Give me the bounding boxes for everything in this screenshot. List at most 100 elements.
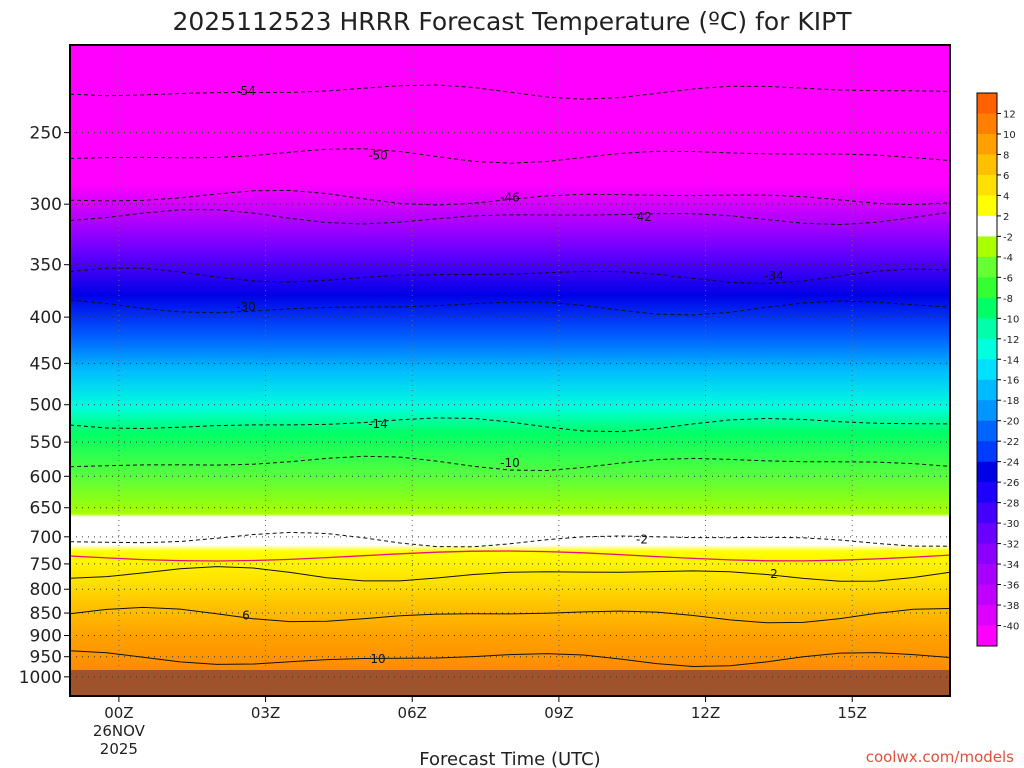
colorbar-label: -16: [1003, 376, 1019, 387]
contour-line: [69, 209, 951, 226]
colorbar-swatch: [977, 482, 997, 504]
colorbar-label: -14: [1003, 355, 1019, 366]
colorbar-label: -18: [1003, 396, 1019, 407]
x-tick-label: 15Z: [838, 704, 867, 722]
contour-label: -42: [632, 210, 652, 224]
y-tick-label: 700: [30, 528, 62, 548]
colorbar-label: -34: [1003, 560, 1019, 571]
colorbar-swatch: [977, 400, 997, 422]
ground-below-surface: [70, 670, 950, 696]
x-tick-sublabel: 2025: [100, 740, 138, 758]
y-axis: 2503003504004505005506006507007508008509…: [19, 124, 70, 688]
contour-lines: -54 -50 -46 -42 -34 -30 -14 -10 -2 2 6 10: [69, 84, 951, 668]
colorbar-label: -4: [1003, 253, 1013, 264]
contour-line: [69, 417, 951, 433]
contour-line: [69, 267, 951, 285]
colorbar-swatch: [977, 174, 997, 196]
contour-label: -50: [368, 148, 388, 162]
x-tick-label: 03Z: [251, 704, 280, 722]
colorbar-swatch: [977, 441, 997, 463]
x-tick-sublabel: 26NOV: [93, 722, 146, 740]
colorbar-label: 10: [1003, 130, 1016, 141]
contour-label: -14: [368, 417, 388, 431]
x-tick-label: 06Z: [398, 704, 427, 722]
colorbar-border: [976, 92, 998, 647]
contour-label: 6: [242, 608, 250, 622]
colorbar-label: -28: [1003, 499, 1019, 510]
colorbar-swatch: [977, 543, 997, 565]
contour-label: -46: [500, 191, 520, 205]
colorbar-label: 4: [1003, 191, 1009, 202]
y-tick-label: 350: [30, 256, 62, 276]
colorbar-swatch: [977, 93, 997, 114]
colorbar-swatch: [977, 584, 997, 606]
colorbar-label: -36: [1003, 581, 1019, 592]
contour-label: 10: [370, 652, 385, 666]
colorbar-swatch: [977, 236, 997, 258]
colorbar-label: 6: [1003, 171, 1009, 182]
freezing-level-line: [69, 550, 951, 562]
y-tick-label: 800: [30, 580, 62, 600]
colorbar-swatch: [977, 461, 997, 483]
colorbar-label: 8: [1003, 150, 1009, 161]
x-tick-label: 00Z: [104, 704, 133, 722]
colorbar-label: -10: [1003, 314, 1019, 325]
colorbar-swatch: [977, 523, 997, 545]
colorbar-label: -20: [1003, 417, 1019, 428]
credit-text: coolwx.com/models: [866, 748, 1014, 766]
grid-lines: [70, 45, 950, 696]
colorbar-swatch: [977, 379, 997, 401]
y-tick-label: 600: [30, 467, 62, 487]
colorbar-swatch: [977, 420, 997, 442]
y-tick-label: 900: [30, 626, 62, 646]
colorbar-label: -6: [1003, 273, 1013, 284]
contour-line: [69, 531, 951, 548]
y-tick-label: 650: [30, 499, 62, 519]
colorbar-swatch: [977, 277, 997, 299]
y-tick-label: 300: [30, 195, 62, 215]
colorbar-swatch: [977, 297, 997, 319]
y-tick-label: 400: [30, 308, 62, 328]
y-tick-label: 1000: [19, 668, 62, 688]
contour-label: -2: [636, 533, 648, 547]
colorbar-label: -40: [1003, 622, 1019, 633]
contour-label: -34: [764, 269, 784, 283]
colorbar-swatch: [977, 256, 997, 278]
contour-line: [69, 189, 951, 206]
y-tick-label: 450: [30, 354, 62, 374]
chart-title: 2025112523 HRRR Forecast Temperature (ºC…: [172, 7, 852, 36]
plot-border: [69, 44, 951, 697]
colorbar-label: -22: [1003, 437, 1019, 448]
contour-line: [69, 148, 951, 164]
colorbar-swatch: [977, 338, 997, 360]
colorbar-swatch: [977, 502, 997, 524]
colorbar-label: -26: [1003, 478, 1019, 489]
contour-line: [69, 299, 951, 316]
contour-line: [69, 606, 951, 624]
x-tick-label: 12Z: [691, 704, 720, 722]
colorbar: -40-38-36-34-32-30-28-26-24-22-20-18-16-…: [976, 92, 1019, 647]
x-tick-label: 09Z: [544, 704, 573, 722]
colorbar-swatch: [977, 605, 997, 627]
colorbar-label: -30: [1003, 519, 1019, 530]
contour-line: [69, 650, 951, 668]
y-tick-label: 500: [30, 396, 62, 416]
colorbar-swatch: [977, 195, 997, 217]
colorbar-label: -2: [1003, 232, 1013, 243]
contour-label: -10: [500, 456, 520, 470]
contour-label: -54: [236, 84, 256, 98]
colorbar-swatch: [977, 359, 997, 381]
colorbar-swatch: [977, 215, 997, 237]
colorbar-label: -38: [1003, 601, 1019, 612]
colorbar-label: 12: [1003, 109, 1016, 120]
colorbar-label: -12: [1003, 335, 1019, 346]
contour-label: 2: [770, 567, 778, 581]
colorbar-swatch: [977, 318, 997, 340]
colorbar-swatch: [977, 625, 997, 647]
y-tick-label: 750: [30, 555, 62, 575]
y-tick-label: 950: [30, 648, 62, 668]
y-tick-label: 550: [30, 433, 62, 453]
contour-line: [69, 455, 951, 472]
